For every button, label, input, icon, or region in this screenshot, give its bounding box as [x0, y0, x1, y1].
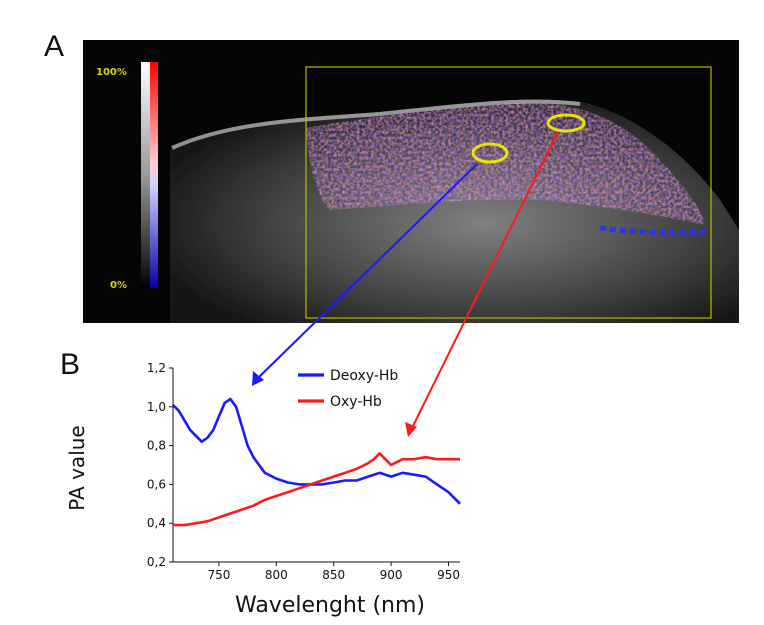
legend-label-oxy-hb: Oxy-Hb — [330, 394, 382, 410]
colorbar-grayscale — [141, 62, 150, 288]
x-tick-label: 900 — [380, 568, 403, 582]
series-line-deoxy-hb — [172, 397, 461, 505]
y-tick-label: 0,8 — [147, 439, 166, 453]
y-tick-label: 1,0 — [147, 400, 166, 414]
x-tick-label: 750 — [207, 568, 230, 582]
y-tick-label: 1,2 — [147, 361, 166, 375]
x-tick-label: 950 — [437, 568, 460, 582]
deoxy-arrowhead — [252, 371, 264, 386]
panel-b-label: B — [60, 348, 81, 381]
legend-label-deoxy-hb: Deoxy-Hb — [330, 368, 398, 384]
series-line-oxy-hb — [173, 452, 460, 527]
tissue-bright-edge — [171, 99, 581, 150]
y-tick-label: 0,4 — [147, 516, 166, 530]
x-axis-title: Wavelenght (nm) — [235, 593, 425, 618]
colorbar-bottom-label: 0% — [110, 280, 127, 291]
colorbar-top-label: 100% — [96, 67, 127, 78]
oxy-arrow — [411, 131, 559, 429]
deoxy-roi-marker — [471, 142, 509, 164]
x-tick-label: 800 — [265, 568, 288, 582]
spectrum-chart: 750 800 850 900 950 0,2 0,4 0,6 0,8 1,0 1,2 Deoxy-… — [65, 361, 461, 618]
y-tick-label: 0,6 — [147, 477, 166, 491]
chart-axes — [172, 368, 460, 563]
chart-series — [172, 397, 461, 527]
pa-overlay-blue-edge — [599, 225, 709, 236]
chart-ticks: 750 800 850 900 950 0,2 0,4 0,6 0,8 1,0 1,2 — [147, 361, 460, 582]
y-axis-title: PA value — [65, 425, 89, 510]
oxy-roi-marker — [546, 113, 586, 133]
y-tick-label: 0,2 — [147, 555, 166, 569]
deoxy-arrow — [257, 162, 479, 379]
oxy-arrowhead — [405, 422, 417, 437]
colorbar-pa — [150, 62, 158, 288]
connector-arrows — [252, 131, 559, 437]
pa-overlay — [306, 102, 705, 225]
panel-a-label: A — [44, 30, 65, 63]
chart-legend: Deoxy-Hb Oxy-Hb — [298, 368, 398, 410]
roi-box — [305, 66, 712, 319]
photoacoustic-image: 100% 0% — [83, 40, 739, 323]
x-tick-label: 850 — [322, 568, 345, 582]
